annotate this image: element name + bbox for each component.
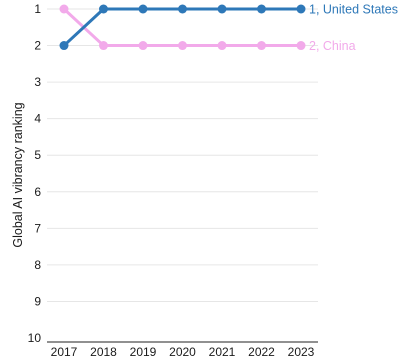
y-tick-label: 1 xyxy=(34,2,41,16)
series-end-label: 2, China xyxy=(309,39,356,53)
data-point xyxy=(296,4,306,14)
data-point xyxy=(217,41,227,51)
series-layer: 2, China 1, United States xyxy=(59,3,398,53)
y-tick-label: 7 xyxy=(34,221,41,235)
data-point xyxy=(59,4,69,14)
data-point xyxy=(99,4,108,14)
data-point xyxy=(138,41,148,51)
x-tick-label: 2023 xyxy=(288,345,315,359)
data-point xyxy=(59,41,69,51)
data-point xyxy=(257,41,266,51)
y-tick-label: 5 xyxy=(34,148,41,162)
y-axis-tick-labels: 1 2 3 4 5 6 7 8 9 10 xyxy=(28,2,42,345)
data-point xyxy=(178,4,187,14)
x-tick-label: 2017 xyxy=(51,345,78,359)
data-point xyxy=(178,41,187,51)
y-tick-label: 10 xyxy=(28,331,42,345)
data-point xyxy=(138,4,148,14)
y-tick-label: 4 xyxy=(34,112,41,126)
y-tick-label: 6 xyxy=(34,185,41,199)
series-1: 2, China xyxy=(59,4,356,53)
gridlines xyxy=(47,8,318,302)
y-tick-label: 9 xyxy=(34,294,41,308)
data-point xyxy=(296,41,306,51)
x-axis-tick-labels: 2017 2018 2019 2020 2021 2022 2023 xyxy=(51,345,315,359)
x-tick-label: 2022 xyxy=(248,345,275,359)
series-0: 1, United States xyxy=(59,3,398,51)
x-tick-label: 2021 xyxy=(209,345,236,359)
y-tick-label: 3 xyxy=(34,75,41,89)
y-tick-label: 2 xyxy=(34,39,41,53)
data-point xyxy=(99,41,108,51)
x-tick-label: 2020 xyxy=(169,345,196,359)
y-tick-label: 8 xyxy=(34,258,41,272)
series-end-label: 1, United States xyxy=(309,3,398,17)
data-point xyxy=(217,4,227,14)
y-axis-title: Global AI vibrancy ranking xyxy=(11,102,25,247)
x-tick-label: 2018 xyxy=(90,345,117,359)
x-tick-label: 2019 xyxy=(130,345,157,359)
data-point xyxy=(257,4,266,14)
